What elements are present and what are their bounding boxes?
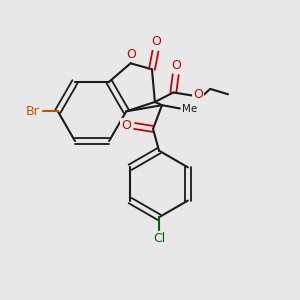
Text: O: O bbox=[171, 59, 181, 72]
Text: O: O bbox=[194, 88, 203, 101]
Text: O: O bbox=[126, 48, 136, 61]
Text: Cl: Cl bbox=[153, 232, 165, 245]
Text: Me: Me bbox=[182, 104, 197, 114]
Text: O: O bbox=[151, 35, 161, 48]
Text: Br: Br bbox=[26, 105, 40, 118]
Text: O: O bbox=[122, 119, 131, 132]
